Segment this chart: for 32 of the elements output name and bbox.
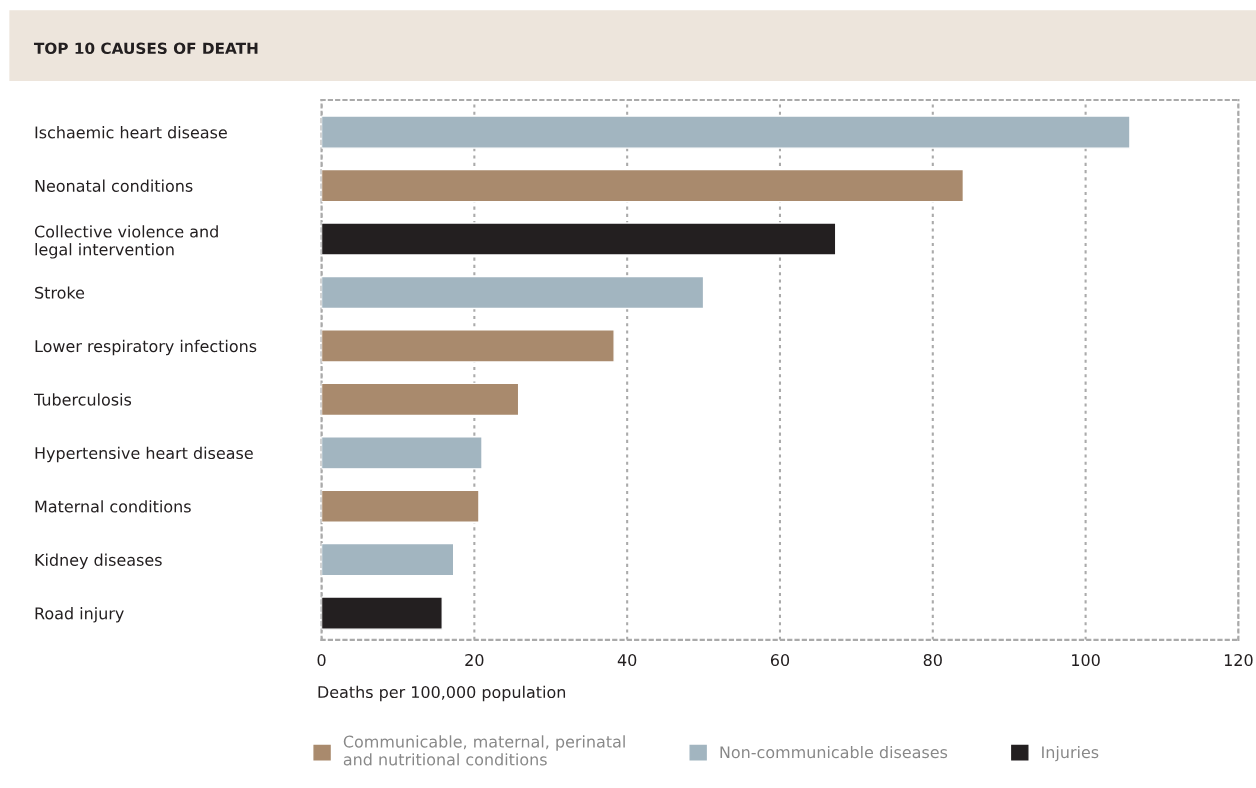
bar xyxy=(321,168,965,203)
x-tick-label: 60 xyxy=(770,654,790,667)
legend-label: Communicable, maternal, perinatal and nutritional conditions xyxy=(343,735,625,766)
x-tick-label: 100 xyxy=(1072,654,1100,667)
y-tick-label: Hypertensive heart disease xyxy=(35,446,253,463)
x-tick-label: 40 xyxy=(617,654,637,667)
bar xyxy=(321,596,443,630)
x-tick-label: 120 xyxy=(1224,654,1253,667)
x-axis-title: Deaths per 100,000 population xyxy=(318,685,566,702)
y-tick-label: Lower respiratory infections xyxy=(35,339,257,356)
y-tick-label: Ischaemic heart disease xyxy=(35,126,227,139)
bar xyxy=(321,329,615,363)
y-tick-label: Road injury xyxy=(35,607,124,623)
x-tick-label: 0 xyxy=(317,654,326,667)
y-tick-label: Kidney diseases xyxy=(35,553,162,570)
x-tick-label: 80 xyxy=(923,654,942,667)
bar xyxy=(321,436,483,470)
bar xyxy=(321,115,1131,149)
bar xyxy=(321,382,520,417)
bar xyxy=(321,222,837,256)
y-tick-label: Collective violence and legal intervention xyxy=(34,225,218,259)
bar xyxy=(321,489,480,523)
x-tick-label: 20 xyxy=(465,654,484,667)
y-tick-label: Neonatal conditions xyxy=(35,179,193,192)
legend-label: Injuries xyxy=(1042,745,1099,762)
y-tick-label: Tuberculosis xyxy=(33,393,132,406)
text: TOP 10 CAUSES OF DEATH xyxy=(33,42,258,55)
bar xyxy=(321,275,705,310)
bar xyxy=(321,542,455,577)
y-tick-label: Maternal conditions xyxy=(35,500,191,513)
legend-label: Non-communicable diseases xyxy=(720,745,948,759)
y-tick-label: Stroke xyxy=(35,286,85,299)
